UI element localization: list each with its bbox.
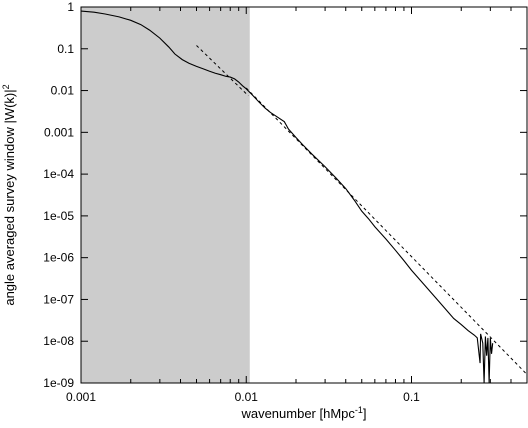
plot-border	[80, 6, 528, 384]
y-tick-label: 1e-09	[43, 376, 74, 390]
x-axis-label-end: ]	[363, 406, 367, 421]
x-tick-label: 0.01	[235, 390, 259, 404]
y-axis-label: angle averaged survey window |W(k)|2	[1, 84, 17, 305]
y-tick-label: 0.001	[44, 125, 74, 139]
x-tick-label: 0.1	[403, 390, 420, 404]
x-axis-label-superscript: -1	[355, 405, 363, 415]
y-tick-label: 1e-05	[43, 209, 74, 223]
y-tick-label: 1e-07	[43, 292, 74, 306]
series-layer	[80, 10, 528, 384]
shaded-region	[81, 7, 250, 383]
y-axis-label-superscript: 2	[1, 84, 11, 89]
y-tick-label: 1e-08	[43, 334, 74, 348]
x-axis-label: wavenumber [hMpc-1]	[240, 405, 366, 421]
y-tick-label: 1e-04	[43, 167, 74, 181]
y-tick-label: 0.1	[57, 42, 74, 56]
x-tick-label: 0.001	[66, 390, 96, 404]
dashed-fit-line-2	[196, 45, 249, 97]
y-tick-label: 1e-06	[43, 251, 74, 265]
y-tick-label: 1	[67, 0, 74, 14]
plot-background	[81, 7, 250, 383]
window-function-line-0	[80, 10, 494, 384]
y-tick-label: 0.01	[51, 84, 75, 98]
plot-frame	[80, 6, 528, 384]
y-axis-label-text: angle averaged survey window |W(k)|	[2, 89, 17, 305]
tick-labels: 0.001 0.01 0.1 1 0.1 0.01 0.001 1e-04 1e-05 1e-06…	[43, 0, 420, 404]
x-axis-label-text: wavenumber [hMpc	[240, 406, 355, 421]
dashed-fit-line-1	[245, 87, 528, 375]
axis-ticks	[80, 6, 528, 384]
